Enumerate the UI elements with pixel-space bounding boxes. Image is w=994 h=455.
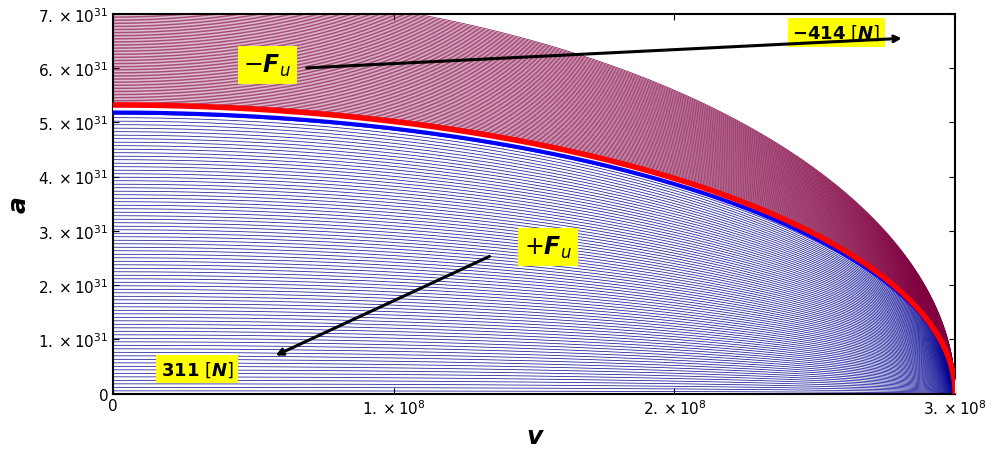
X-axis label: v: v: [526, 424, 543, 448]
Text: $\mathbf{-414}\ [\boldsymbol{N}]$: $\mathbf{-414}\ [\boldsymbol{N}]$: [792, 24, 881, 43]
Text: $-\boldsymbol{F}_u$: $-\boldsymbol{F}_u$: [244, 53, 291, 79]
Text: $\mathbf{311}\ [\boldsymbol{N}]$: $\mathbf{311}\ [\boldsymbol{N}]$: [161, 359, 234, 379]
Y-axis label: a: a: [7, 196, 31, 212]
Text: $+\boldsymbol{F}_u$: $+\boldsymbol{F}_u$: [524, 234, 573, 261]
